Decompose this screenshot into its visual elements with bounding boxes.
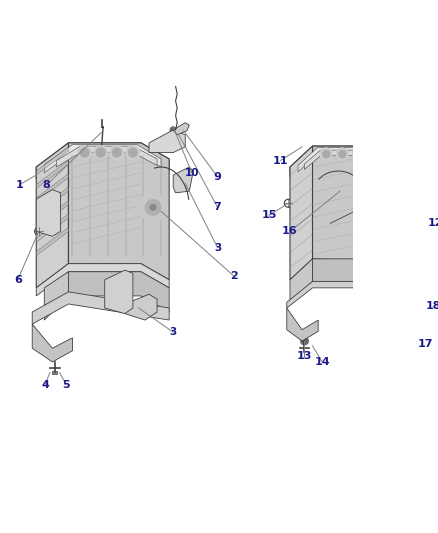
Text: 2: 2	[230, 271, 237, 281]
Circle shape	[300, 337, 308, 345]
Polygon shape	[287, 308, 318, 341]
Polygon shape	[36, 174, 68, 202]
Polygon shape	[290, 146, 403, 176]
Polygon shape	[36, 143, 68, 288]
Polygon shape	[36, 160, 68, 189]
Circle shape	[322, 150, 330, 158]
Polygon shape	[36, 187, 68, 215]
Polygon shape	[105, 270, 133, 313]
Circle shape	[371, 150, 378, 158]
Polygon shape	[290, 146, 313, 280]
Polygon shape	[53, 371, 57, 374]
Circle shape	[170, 127, 177, 133]
Text: 15: 15	[261, 211, 277, 220]
Polygon shape	[173, 167, 193, 193]
Polygon shape	[32, 324, 73, 362]
Text: 14: 14	[314, 357, 330, 367]
Polygon shape	[57, 146, 157, 167]
Text: 8: 8	[43, 180, 51, 190]
Circle shape	[354, 150, 363, 158]
Polygon shape	[387, 157, 427, 273]
Polygon shape	[125, 294, 157, 320]
Text: 12: 12	[427, 219, 438, 229]
Polygon shape	[287, 281, 403, 308]
Polygon shape	[298, 148, 399, 172]
Text: 16: 16	[282, 227, 298, 237]
Polygon shape	[313, 259, 403, 293]
Polygon shape	[36, 264, 169, 296]
Circle shape	[320, 148, 333, 160]
Text: 10: 10	[184, 168, 199, 177]
Polygon shape	[36, 228, 68, 256]
Circle shape	[93, 146, 108, 160]
Circle shape	[338, 150, 346, 158]
Text: 3: 3	[170, 327, 177, 337]
Circle shape	[399, 203, 431, 236]
Text: 9: 9	[214, 172, 222, 182]
Circle shape	[138, 193, 168, 222]
Polygon shape	[304, 150, 393, 169]
Text: 18: 18	[426, 301, 438, 311]
Polygon shape	[403, 285, 423, 312]
Circle shape	[110, 146, 124, 160]
Polygon shape	[290, 259, 313, 304]
Polygon shape	[68, 272, 169, 312]
Text: 3: 3	[214, 243, 221, 253]
Text: 1: 1	[15, 180, 23, 190]
Text: 4: 4	[41, 379, 49, 390]
Text: 7: 7	[214, 203, 221, 212]
Polygon shape	[44, 272, 68, 320]
Circle shape	[414, 297, 420, 303]
Polygon shape	[32, 292, 169, 324]
Polygon shape	[68, 143, 169, 280]
Circle shape	[96, 148, 106, 157]
Polygon shape	[36, 190, 60, 236]
Circle shape	[112, 148, 122, 157]
Polygon shape	[36, 147, 68, 175]
Polygon shape	[44, 144, 161, 173]
Polygon shape	[149, 130, 185, 152]
Text: 5: 5	[62, 379, 70, 390]
Circle shape	[128, 148, 138, 157]
Text: 17: 17	[417, 339, 433, 349]
Circle shape	[368, 148, 381, 160]
Polygon shape	[36, 200, 68, 229]
Text: 13: 13	[297, 351, 312, 361]
Circle shape	[391, 195, 438, 244]
Polygon shape	[313, 146, 403, 273]
Circle shape	[78, 146, 92, 160]
Text: 11: 11	[272, 156, 288, 166]
Polygon shape	[36, 214, 68, 242]
Polygon shape	[36, 143, 169, 179]
Circle shape	[126, 146, 140, 160]
Polygon shape	[173, 123, 189, 135]
Circle shape	[408, 213, 421, 226]
Text: 6: 6	[14, 275, 21, 285]
Circle shape	[352, 148, 365, 160]
Circle shape	[80, 148, 89, 157]
Circle shape	[150, 204, 156, 211]
Circle shape	[336, 148, 349, 160]
Circle shape	[145, 199, 161, 215]
